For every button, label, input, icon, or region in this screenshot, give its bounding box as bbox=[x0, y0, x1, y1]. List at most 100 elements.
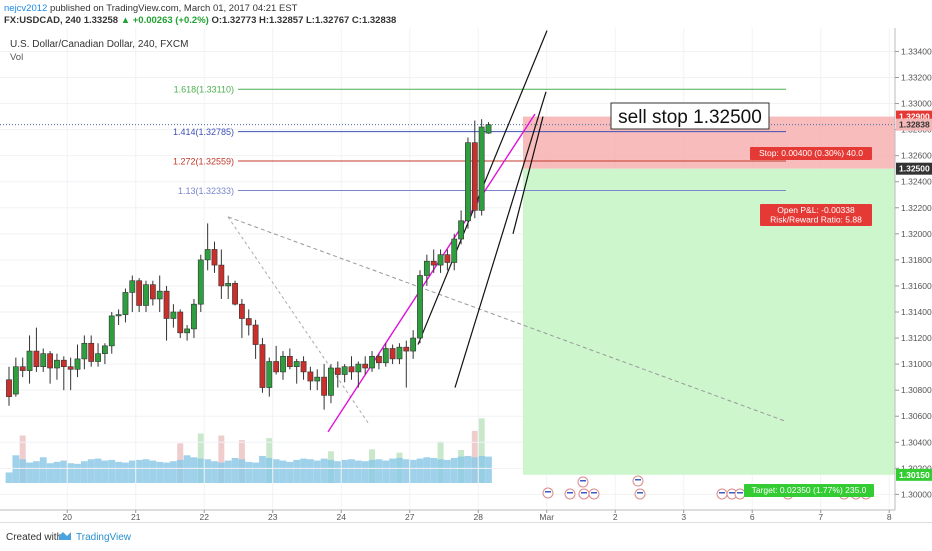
event-flag-icon[interactable] bbox=[716, 488, 728, 500]
candle-body bbox=[149, 284, 156, 300]
volume-bar bbox=[389, 458, 396, 483]
volume-bar bbox=[170, 461, 177, 483]
candle-body bbox=[88, 342, 95, 362]
volume-bar bbox=[368, 459, 376, 483]
price-tag bbox=[896, 162, 932, 175]
candle-body bbox=[321, 376, 327, 396]
target-label-text: Target: 0.02350 (1.77%) 235.0 bbox=[752, 485, 867, 495]
candle-body bbox=[47, 353, 53, 369]
channel-lower-line[interactable] bbox=[454, 91, 547, 388]
stop-label-bg bbox=[750, 147, 872, 160]
candle-body bbox=[245, 318, 252, 326]
candle-body bbox=[280, 355, 286, 373]
price-tag bbox=[896, 118, 932, 131]
price-tick-label: 1.30800 bbox=[901, 385, 932, 395]
volume-bar bbox=[238, 459, 246, 483]
time-tick-label: 20 bbox=[62, 512, 72, 522]
candle-body bbox=[218, 264, 225, 287]
candle-body bbox=[122, 292, 129, 315]
volume-bar bbox=[471, 430, 478, 483]
pnl-label-bg bbox=[760, 204, 872, 226]
chart-title: U.S. Dollar/Canadian Dollar, 240, FXCM bbox=[10, 39, 188, 50]
candle-body bbox=[232, 283, 238, 305]
volume-bar bbox=[26, 462, 33, 483]
candle-body bbox=[307, 371, 314, 382]
event-flag-icon bbox=[719, 492, 725, 494]
candle-body bbox=[19, 366, 26, 371]
candle-body bbox=[451, 238, 458, 263]
channel-mid-line[interactable] bbox=[512, 116, 544, 234]
volume-bar bbox=[320, 458, 328, 483]
candle-body bbox=[67, 366, 74, 370]
candle-body bbox=[252, 324, 259, 345]
candle-body bbox=[423, 260, 430, 276]
candle-body bbox=[115, 314, 122, 317]
position-zones bbox=[523, 116, 895, 475]
dashed-trendline[interactable] bbox=[227, 216, 787, 422]
volume-bar bbox=[464, 455, 472, 483]
candle-body bbox=[355, 363, 362, 373]
volume-bar bbox=[128, 460, 136, 483]
candle-body bbox=[239, 303, 245, 319]
event-flag-icon[interactable] bbox=[734, 488, 746, 500]
volume-bar bbox=[218, 435, 225, 483]
volume-bar bbox=[183, 455, 191, 483]
volume-bar bbox=[224, 460, 232, 483]
volume-bar bbox=[341, 459, 349, 483]
price-chart[interactable]: 1.618(1.33110) 1.414(1.32785) 1.272(1.3255… bbox=[0, 28, 932, 522]
candle-body bbox=[485, 124, 492, 134]
target-label[interactable]: Target: 0.02350 (1.77%) 235.0 bbox=[744, 484, 874, 497]
stop-label[interactable]: Stop: 0.00400 (0.30%) 40.0 bbox=[750, 147, 872, 160]
candle-body bbox=[163, 290, 170, 319]
volume-bar bbox=[245, 461, 253, 483]
volume-bar bbox=[450, 457, 458, 483]
volume-bar bbox=[444, 459, 451, 483]
price-tick-label: 1.32400 bbox=[901, 177, 932, 187]
price-tick-label: 1.32600 bbox=[901, 151, 932, 161]
volume-bar bbox=[259, 455, 266, 483]
volume-bar bbox=[5, 472, 13, 483]
volume-bar bbox=[101, 460, 109, 483]
volume-bar bbox=[307, 459, 314, 483]
candle-body bbox=[410, 337, 417, 352]
time-tick-label: 7 bbox=[818, 512, 823, 522]
event-flag-icon[interactable] bbox=[632, 475, 644, 487]
candle-body bbox=[102, 345, 108, 354]
volume-bar bbox=[423, 457, 431, 483]
price-tag-label: 1.32838 bbox=[899, 120, 930, 130]
time-tick-label: Mar bbox=[539, 512, 554, 522]
trend-drawings bbox=[227, 30, 787, 433]
event-flag-icon[interactable] bbox=[542, 487, 554, 499]
price-tick-label: 1.31000 bbox=[901, 359, 932, 369]
fib-label: 1.272(1.32559) bbox=[173, 157, 234, 167]
annotation-box[interactable] bbox=[610, 102, 770, 130]
time-tick-label: 24 bbox=[336, 512, 346, 522]
event-flag-icon[interactable] bbox=[564, 488, 576, 500]
candle-body bbox=[95, 353, 101, 362]
event-flag-icon[interactable] bbox=[588, 488, 600, 500]
event-flag-icon bbox=[545, 491, 551, 493]
event-flag-icon[interactable] bbox=[634, 488, 646, 500]
candle-body bbox=[465, 142, 471, 222]
volume-bar bbox=[149, 460, 157, 483]
tradingview-brand[interactable]: TradingView bbox=[76, 532, 132, 543]
symbol-line: FX:USDCAD, 240 1.33258 ▲ +0.00263 (+0.2%… bbox=[4, 15, 396, 26]
magenta-trendline[interactable] bbox=[327, 113, 536, 433]
author-link[interactable]: nejcv2012 bbox=[4, 3, 48, 14]
candle-body bbox=[334, 367, 341, 375]
volume-bar bbox=[12, 455, 20, 483]
event-flag-icon bbox=[580, 480, 586, 482]
event-flag-icon[interactable] bbox=[578, 488, 590, 500]
event-flag-icon[interactable] bbox=[577, 476, 589, 488]
volume-bar bbox=[87, 459, 95, 483]
volume-bar bbox=[135, 459, 143, 483]
volume-bar bbox=[67, 463, 75, 483]
candle-body bbox=[54, 359, 60, 369]
volume-indicator-label[interactable]: Vol bbox=[10, 52, 23, 63]
volume-bar bbox=[19, 459, 27, 483]
candle-body bbox=[74, 358, 81, 370]
volume-bar bbox=[94, 458, 102, 483]
time-tick-label: 8 bbox=[887, 512, 892, 522]
candle-body bbox=[40, 353, 47, 368]
